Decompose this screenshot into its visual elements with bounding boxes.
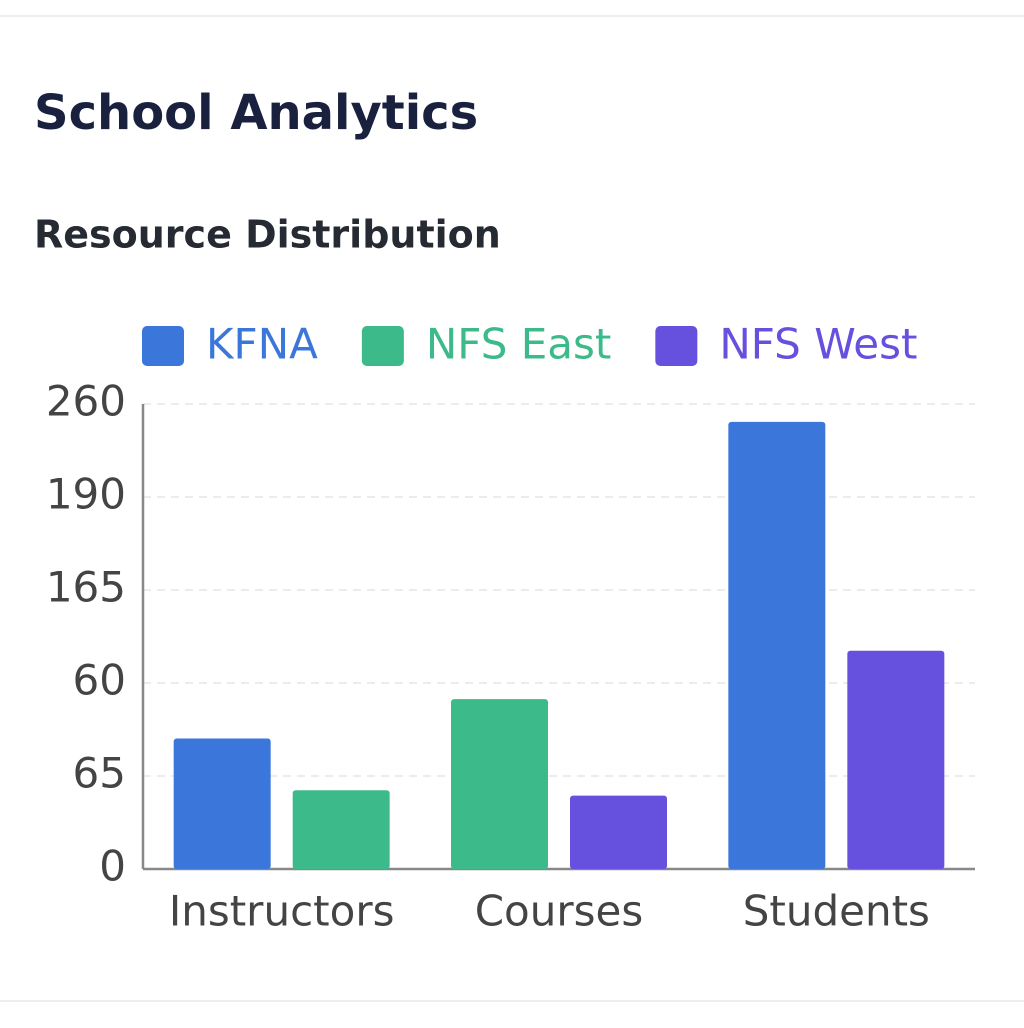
- bar: [451, 699, 548, 869]
- chart-title: Resource Distribution: [34, 213, 501, 257]
- legend-swatch: [655, 326, 698, 366]
- x-tick-label: Students: [743, 887, 930, 936]
- x-tick-label: Courses: [475, 887, 644, 936]
- legend-label: KFNA: [206, 320, 318, 369]
- bar: [847, 650, 945, 869]
- bar: [173, 738, 271, 869]
- bar: [570, 795, 667, 869]
- legend-label: NFS West: [719, 320, 917, 369]
- legend-swatch: [142, 326, 184, 366]
- bar: [728, 421, 826, 869]
- legend-label: NFS East: [426, 320, 611, 369]
- y-tick-label: 65: [73, 749, 126, 798]
- y-tick-label: 165: [46, 563, 126, 612]
- y-tick-label: 260: [46, 377, 126, 426]
- x-tick-label: Instructors: [169, 887, 395, 936]
- page-title: School Analytics: [34, 85, 478, 141]
- y-tick-label: 60: [73, 656, 126, 705]
- y-tick-label: 190: [46, 470, 126, 519]
- bar: [292, 790, 390, 869]
- y-tick-label: 0: [99, 842, 126, 891]
- legend-swatch: [361, 326, 404, 366]
